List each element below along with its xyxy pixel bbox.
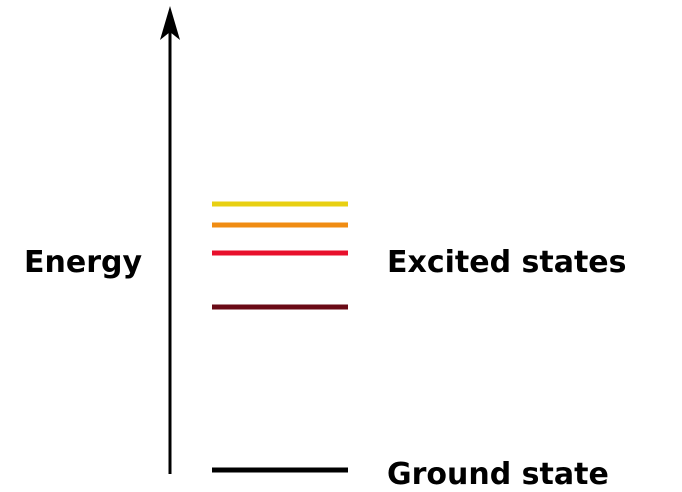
excited-label: Excited states — [387, 245, 627, 280]
axis-label: Energy — [24, 245, 142, 280]
ground-label: Ground state — [387, 457, 609, 492]
axis-arrowhead — [160, 6, 180, 40]
